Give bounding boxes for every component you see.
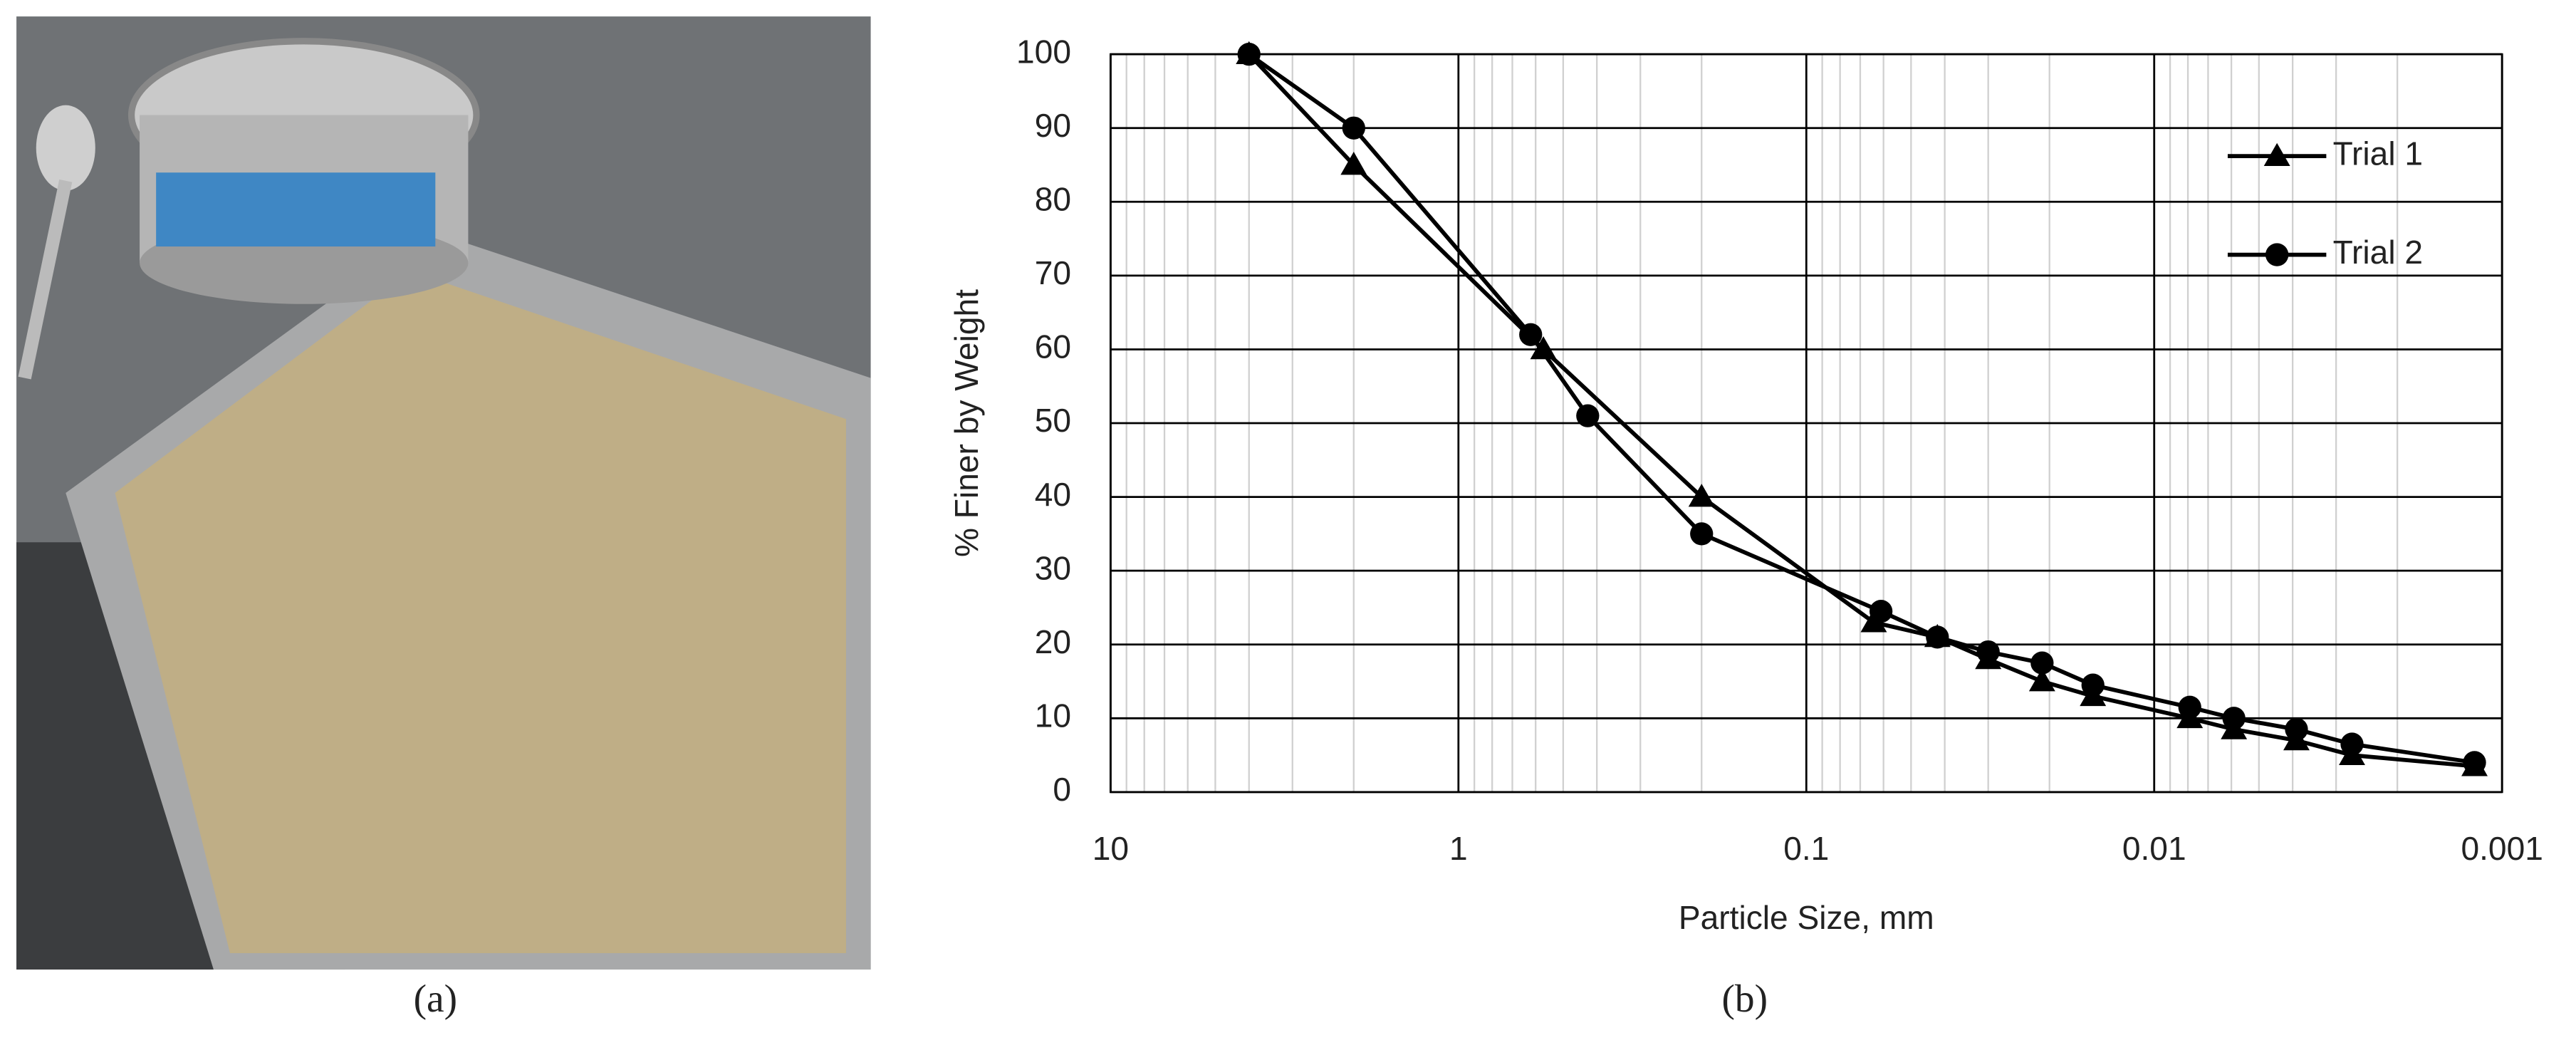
data-point bbox=[1926, 625, 1949, 649]
y-tick-label: 0 bbox=[1053, 771, 1071, 808]
data-point bbox=[1340, 152, 1367, 175]
y-tick-label: 40 bbox=[1035, 476, 1071, 513]
data-point bbox=[2285, 717, 2308, 741]
data-point bbox=[2028, 668, 2055, 692]
data-point bbox=[2222, 707, 2246, 730]
data-point bbox=[1869, 599, 1893, 623]
data-point bbox=[2340, 732, 2364, 756]
y-tick-label: 10 bbox=[1035, 697, 1071, 734]
series-line bbox=[1247, 53, 2475, 769]
y-tick-label: 70 bbox=[1035, 254, 1071, 291]
y-tick-label: 90 bbox=[1035, 107, 1071, 144]
x-tick-label: 10 bbox=[1093, 830, 1129, 867]
y-tick-label: 80 bbox=[1035, 180, 1071, 217]
y-tick-label: 30 bbox=[1035, 549, 1071, 586]
x-axis-label: Particle Size, mm bbox=[1679, 899, 1934, 936]
data-point bbox=[2030, 651, 2054, 675]
data-point bbox=[2081, 673, 2105, 697]
data-point bbox=[1860, 609, 1887, 633]
y-tick-label: 60 bbox=[1035, 328, 1071, 365]
y-tick-label: 20 bbox=[1035, 623, 1071, 660]
y-axis-label: % Finer by Weight bbox=[948, 289, 985, 557]
x-tick-label: 1 bbox=[1449, 830, 1468, 867]
data-point bbox=[1519, 323, 1543, 346]
legend-label: Trial 1 bbox=[2333, 135, 2423, 172]
plot-border bbox=[1109, 53, 2503, 794]
y-tick-label: 100 bbox=[1016, 33, 1071, 70]
data-point bbox=[1576, 404, 1600, 427]
data-point bbox=[2463, 751, 2486, 774]
data-point bbox=[1530, 336, 1557, 360]
data-point bbox=[1237, 43, 1261, 66]
caption: (a) bbox=[414, 977, 457, 1020]
x-tick-label: 0.001 bbox=[2461, 830, 2543, 867]
x-tick-label: 0.1 bbox=[1783, 830, 1829, 867]
data-point bbox=[1690, 522, 1714, 546]
data-point bbox=[2178, 695, 2201, 719]
legend-marker bbox=[2265, 243, 2289, 266]
data-point bbox=[1976, 640, 2000, 664]
data-point bbox=[1342, 116, 1365, 140]
legend-marker bbox=[2263, 142, 2290, 167]
photo bbox=[16, 16, 871, 970]
x-tick-label: 0.01 bbox=[2122, 830, 2186, 867]
caption: (b) bbox=[1721, 977, 1768, 1020]
legend-label: Trial 2 bbox=[2333, 234, 2423, 271]
data-point bbox=[1688, 484, 1715, 507]
y-tick-label: 50 bbox=[1035, 402, 1071, 439]
